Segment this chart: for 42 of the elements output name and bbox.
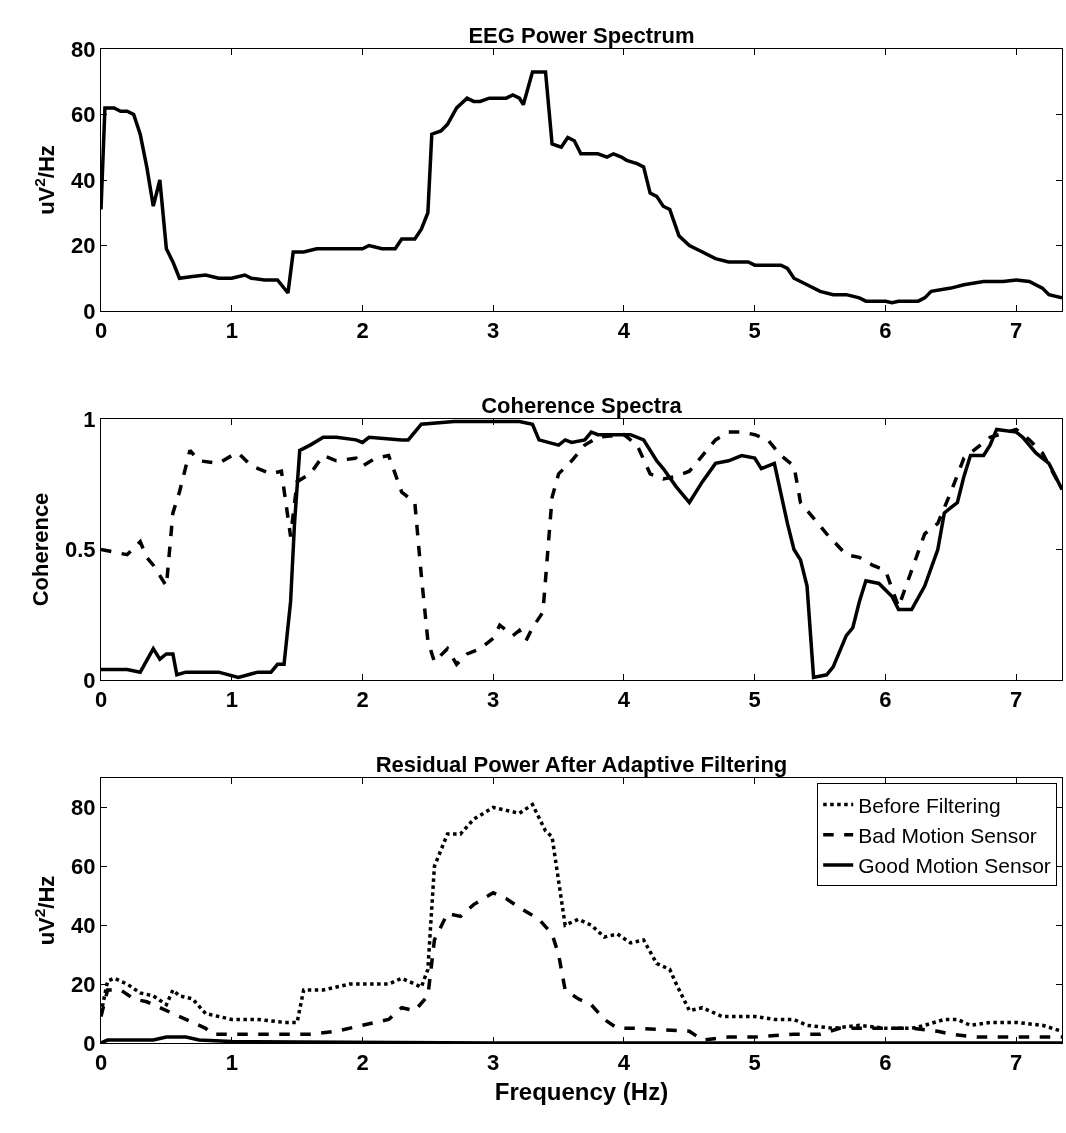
x-tick-label: 7: [1010, 318, 1023, 344]
y-tick-label: 0.5: [65, 537, 96, 563]
x-tick-label: 5: [748, 318, 761, 344]
x-tick-label: 5: [748, 687, 761, 713]
chart-title: EEG Power Spectrum: [468, 23, 695, 48]
x-tick-label: 4: [617, 687, 631, 713]
y-tick-label: 40: [71, 912, 96, 938]
y-tick-label: 40: [71, 167, 96, 193]
x-tick-label: 2: [356, 687, 369, 713]
x-tick-label: 2: [356, 1050, 369, 1076]
x-tick-label: 3: [487, 1050, 500, 1076]
x-tick-label: 6: [879, 687, 892, 713]
x-tick-label: 2: [356, 318, 369, 344]
y-tick-label: 80: [71, 36, 96, 62]
y-tick-label: 0: [83, 1030, 96, 1056]
x-tick-label: 7: [1010, 687, 1023, 713]
x-tick-label: 4: [617, 1050, 631, 1076]
y-tick-label: 60: [71, 854, 96, 880]
y-tick-label: 80: [71, 795, 96, 821]
y-axis-title: Coherence: [27, 492, 53, 607]
y-tick-label: 20: [71, 233, 96, 259]
x-tick-label: 6: [879, 318, 892, 344]
chart-title: Residual Power After Adaptive Filtering: [375, 752, 788, 777]
y-tick-label: 0: [83, 298, 96, 324]
y-tick-label: 60: [71, 102, 96, 128]
legend-label: Bad Motion Sensor: [858, 823, 1037, 847]
legend-label: Good Motion Sensor: [858, 854, 1051, 878]
x-tick-label: 6: [879, 1050, 892, 1076]
x-tick-label: 7: [1010, 1050, 1023, 1076]
x-tick-label: 1: [225, 687, 238, 713]
y-tick-label: 1: [83, 406, 96, 432]
x-tick-label: 1: [225, 318, 238, 344]
x-tick-label: 1: [225, 1050, 238, 1076]
legend-label: Before Filtering: [858, 793, 1001, 817]
x-tick-label: 3: [487, 318, 500, 344]
y-tick-label: 20: [71, 971, 96, 997]
x-tick-label: 3: [487, 687, 500, 713]
chart-title: Coherence Spectra: [481, 393, 683, 418]
x-tick-label: 5: [748, 1050, 761, 1076]
y-tick-label: 0: [83, 667, 96, 693]
x-axis-title: Frequency (Hz): [494, 1077, 669, 1105]
x-tick-label: 4: [617, 318, 631, 344]
